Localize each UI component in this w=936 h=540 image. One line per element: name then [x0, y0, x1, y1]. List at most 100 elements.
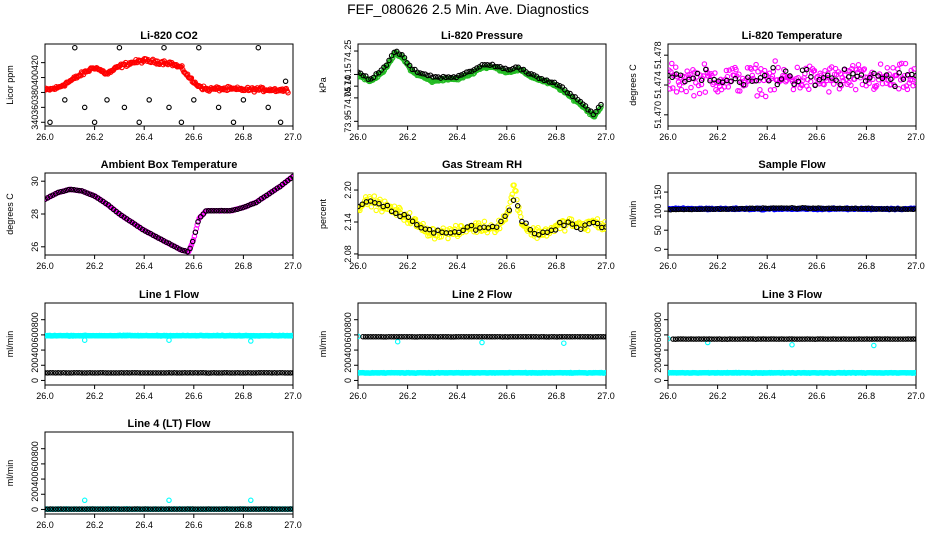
data-point: [696, 90, 703, 97]
data-point: [237, 205, 243, 212]
data-point: [60, 506, 67, 512]
data-point: [852, 86, 859, 93]
data-point: [691, 93, 697, 99]
data-point: [76, 506, 83, 512]
x-tick-label: 26.8: [548, 261, 566, 271]
data-point: [910, 206, 916, 213]
data-point: [437, 333, 444, 340]
y-tick-label: 26: [30, 242, 40, 252]
x-tick-label: 26.4: [135, 391, 153, 401]
data-point: [672, 64, 679, 70]
data-point: [192, 506, 199, 512]
series-average: [668, 335, 916, 376]
data-point: [229, 207, 236, 214]
data-point: [282, 370, 288, 376]
data-point: [52, 370, 59, 376]
data-point: [847, 205, 853, 212]
data-point: [473, 220, 479, 226]
data-point: [60, 369, 67, 376]
data-point: [191, 97, 197, 103]
data-point: [693, 336, 699, 342]
y-axis-label: kPa: [318, 77, 328, 93]
data-point: [753, 61, 759, 68]
data-point: [548, 333, 555, 340]
data-point: [189, 238, 196, 245]
data-point: [753, 77, 760, 84]
data-point: [484, 334, 490, 340]
data-point: [535, 224, 541, 231]
series-sample: [47, 44, 289, 126]
series-group: [45, 332, 293, 376]
data-point: [886, 206, 893, 213]
data-point: [701, 336, 707, 342]
data-point: [426, 226, 433, 233]
data-point: [889, 75, 895, 81]
y-tick-label: 800: [343, 312, 353, 327]
data-point: [481, 333, 488, 340]
data-point: [211, 208, 217, 214]
data-point: [282, 78, 289, 85]
data-point: [367, 195, 374, 202]
data-point: [541, 77, 547, 84]
data-point: [820, 206, 827, 212]
data-point: [585, 107, 591, 113]
data-point: [360, 72, 366, 79]
data-point: [45, 195, 51, 201]
data-point: [234, 370, 241, 376]
data-point: [55, 370, 61, 376]
x-tick-label: 27.0: [907, 132, 925, 142]
data-point: [168, 506, 175, 512]
data-point: [142, 370, 149, 376]
data-point: [826, 205, 832, 211]
data-point: [255, 44, 262, 51]
data-point: [507, 334, 514, 340]
data-point: [838, 83, 845, 89]
data-point: [211, 370, 217, 376]
data-point: [126, 506, 133, 512]
data-point: [740, 81, 747, 88]
data-point: [752, 65, 758, 71]
y-tick-label: 51.474: [653, 71, 663, 99]
data-point: [802, 205, 808, 211]
data-point: [668, 79, 671, 85]
data-point: [668, 207, 674, 213]
data-point: [63, 506, 69, 512]
x-tick-label: 26.8: [235, 132, 253, 142]
data-point: [505, 66, 511, 73]
data-point: [71, 370, 77, 376]
data-point: [512, 64, 519, 70]
data-point: [675, 206, 682, 213]
data-point: [279, 370, 286, 376]
data-point: [263, 370, 270, 376]
chart-panel-6: Sample Flow 26.0 26.2 26.4 26.6 26.8 27.0 0 50 10…: [628, 159, 925, 271]
data-point: [384, 202, 391, 209]
data-point: [391, 203, 398, 209]
data-point: [825, 70, 831, 77]
y-axis-label: ml/min: [628, 331, 638, 358]
data-point: [92, 193, 98, 200]
data-point: [121, 506, 127, 512]
data-point: [897, 336, 904, 342]
data-point: [200, 211, 207, 217]
data-point: [786, 205, 793, 211]
data-point: [721, 336, 728, 342]
data-point: [232, 370, 238, 376]
data-point: [794, 205, 801, 212]
data-point: [739, 205, 745, 212]
data-point: [396, 334, 402, 340]
series-sample: [670, 336, 916, 342]
data-point: [582, 334, 589, 340]
data-point: [84, 190, 90, 196]
data-point: [255, 506, 262, 512]
data-point: [820, 336, 826, 342]
data-point: [182, 506, 188, 512]
data-point: [817, 336, 824, 342]
data-point: [184, 506, 191, 512]
data-point: [765, 205, 772, 212]
data-point: [721, 84, 728, 90]
data-point: [153, 506, 159, 512]
data-point: [747, 205, 753, 212]
data-point: [856, 336, 862, 342]
data-point: [749, 72, 756, 79]
data-point: [224, 207, 230, 214]
